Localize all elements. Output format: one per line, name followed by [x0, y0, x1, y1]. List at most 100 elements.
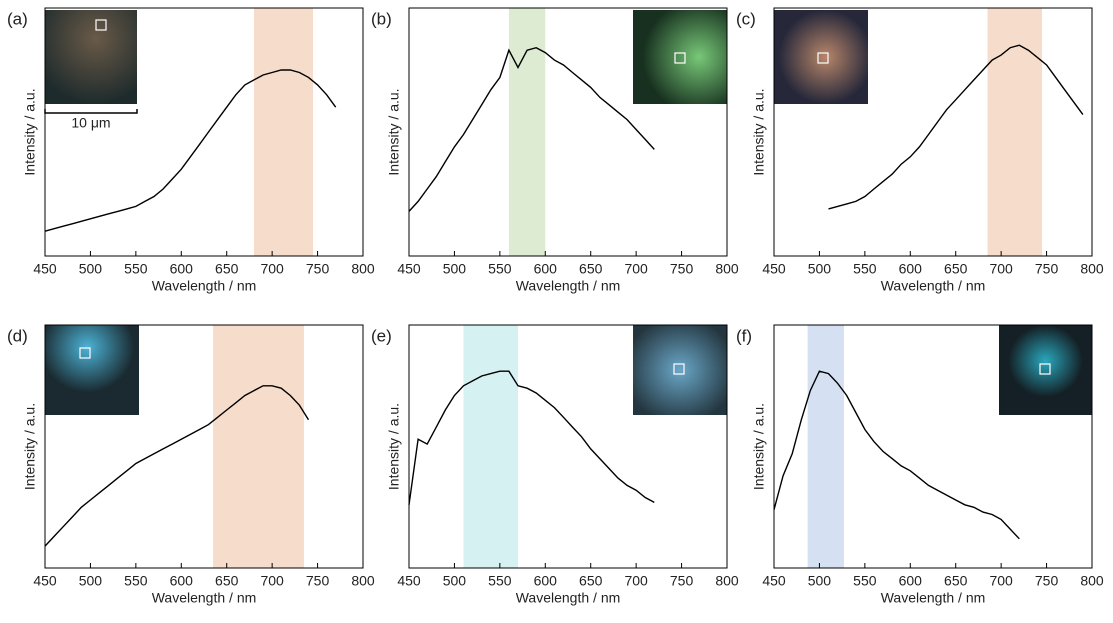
x-axis-label: Wavelength / nm — [516, 278, 621, 294]
subplot: 450 500 550 600 650 700 750 800 Wavelength / nm I… — [736, 7, 1104, 294]
x-tick-label: 650 — [944, 261, 968, 277]
x-tick-label: 450 — [397, 261, 421, 277]
x-tick-label: 500 — [79, 573, 103, 589]
panel-label: (b) — [371, 9, 392, 28]
x-tick-label: 700 — [260, 573, 284, 589]
spectrum-line — [44, 385, 310, 547]
micrograph-inset — [774, 10, 868, 104]
x-tick-label: 750 — [306, 573, 330, 589]
spectrum-line — [44, 69, 337, 232]
x-tick-label: 800 — [1080, 573, 1104, 589]
y-axis-label: Intensity / a.u. — [386, 403, 402, 490]
x-tick-label: 750 — [306, 261, 330, 277]
x-tick-label: 500 — [808, 261, 832, 277]
panel-label: (f) — [736, 326, 752, 345]
micrograph-inset — [633, 325, 727, 415]
micrograph-inset — [45, 325, 139, 415]
x-tick-label: 700 — [624, 573, 648, 589]
highlight-band — [987, 8, 1043, 256]
micrograph-inset — [999, 325, 1092, 415]
x-tick-label: 500 — [443, 261, 467, 277]
panel-label: (c) — [736, 9, 756, 28]
x-tick-label: 800 — [715, 573, 739, 589]
highlight-band — [253, 8, 314, 256]
x-tick-label: 650 — [579, 573, 603, 589]
x-tick-label: 800 — [715, 261, 739, 277]
panel-label: (d) — [7, 326, 28, 345]
x-tick-label: 500 — [808, 573, 832, 589]
x-tick-label: 700 — [260, 261, 284, 277]
x-tick-label: 550 — [124, 261, 148, 277]
x-tick-label: 500 — [79, 261, 103, 277]
x-tick-label: 600 — [170, 261, 194, 277]
x-tick-label: 750 — [670, 573, 694, 589]
x-tick-label: 600 — [534, 261, 558, 277]
x-tick-label: 800 — [1080, 261, 1104, 277]
x-tick-label: 650 — [215, 573, 239, 589]
x-axis-label: Wavelength / nm — [152, 278, 257, 294]
x-axis-label: Wavelength / nm — [152, 590, 257, 606]
spectrum-line — [828, 44, 1084, 210]
region-marker — [674, 52, 686, 64]
x-tick-label: 650 — [579, 261, 603, 277]
spectrum-line — [408, 370, 655, 505]
y-axis-label: Intensity / a.u. — [751, 88, 767, 175]
highlight-band — [508, 8, 546, 256]
panel-label: (e) — [371, 326, 392, 345]
x-tick-label: 450 — [397, 573, 421, 589]
x-tick-label: 700 — [989, 261, 1013, 277]
micrograph-inset — [45, 10, 137, 104]
x-tick-label: 450 — [762, 261, 786, 277]
highlight-band — [463, 325, 519, 568]
x-tick-label: 450 — [762, 573, 786, 589]
x-tick-label: 800 — [351, 573, 375, 589]
x-tick-label: 700 — [624, 261, 648, 277]
spectrum-line — [773, 370, 1020, 540]
subplot: 450 500 550 600 650 700 750 800 Wavelength / nm I… — [371, 324, 739, 606]
x-tick-label: 600 — [170, 573, 194, 589]
x-tick-label: 750 — [1035, 261, 1059, 277]
region-marker — [79, 347, 91, 359]
plot-frame — [44, 7, 364, 257]
highlight-band — [807, 325, 844, 568]
x-tick-label: 550 — [124, 573, 148, 589]
x-tick-label: 750 — [670, 261, 694, 277]
x-tick-label: 550 — [488, 573, 512, 589]
subplot: 450 500 550 600 650 700 750 800 Wavelength / nm I… — [736, 324, 1104, 606]
subplot: 10 μm 450 500 550 600 650 700 750 800 Wavelength … — [7, 7, 375, 294]
spectrum-line — [408, 46, 655, 212]
y-axis-label: Intensity / a.u. — [22, 403, 38, 490]
plot-frame — [408, 7, 728, 257]
plot-frame — [773, 7, 1093, 257]
x-tick-label: 600 — [534, 573, 558, 589]
y-axis-label: Intensity / a.u. — [386, 88, 402, 175]
scale-bar-label: 10 μm — [71, 115, 110, 131]
subplot: 450 500 550 600 650 700 750 800 Wavelength / nm I… — [7, 324, 375, 606]
x-axis-label: Wavelength / nm — [881, 590, 986, 606]
region-marker — [817, 52, 829, 64]
x-tick-label: 550 — [853, 573, 877, 589]
x-tick-label: 600 — [899, 573, 923, 589]
x-tick-label: 600 — [899, 261, 923, 277]
x-tick-label: 750 — [1035, 573, 1059, 589]
region-marker — [1039, 363, 1051, 375]
region-marker — [673, 363, 685, 375]
x-tick-label: 800 — [351, 261, 375, 277]
scale-bar — [44, 109, 138, 114]
x-tick-label: 700 — [989, 573, 1013, 589]
x-tick-label: 450 — [33, 573, 57, 589]
y-axis-label: Intensity / a.u. — [22, 88, 38, 175]
y-axis-label: Intensity / a.u. — [751, 403, 767, 490]
highlight-band — [213, 325, 304, 568]
panel-label: (a) — [7, 9, 28, 28]
x-tick-label: 450 — [33, 261, 57, 277]
x-tick-label: 650 — [215, 261, 239, 277]
micrograph-inset — [633, 10, 727, 104]
x-tick-label: 550 — [853, 261, 877, 277]
subplot: 450 500 550 600 650 700 750 800 Wavelength / nm I… — [371, 7, 739, 294]
x-axis-label: Wavelength / nm — [516, 590, 621, 606]
region-marker — [95, 19, 107, 31]
plot-frame — [44, 324, 364, 569]
x-tick-label: 550 — [488, 261, 512, 277]
